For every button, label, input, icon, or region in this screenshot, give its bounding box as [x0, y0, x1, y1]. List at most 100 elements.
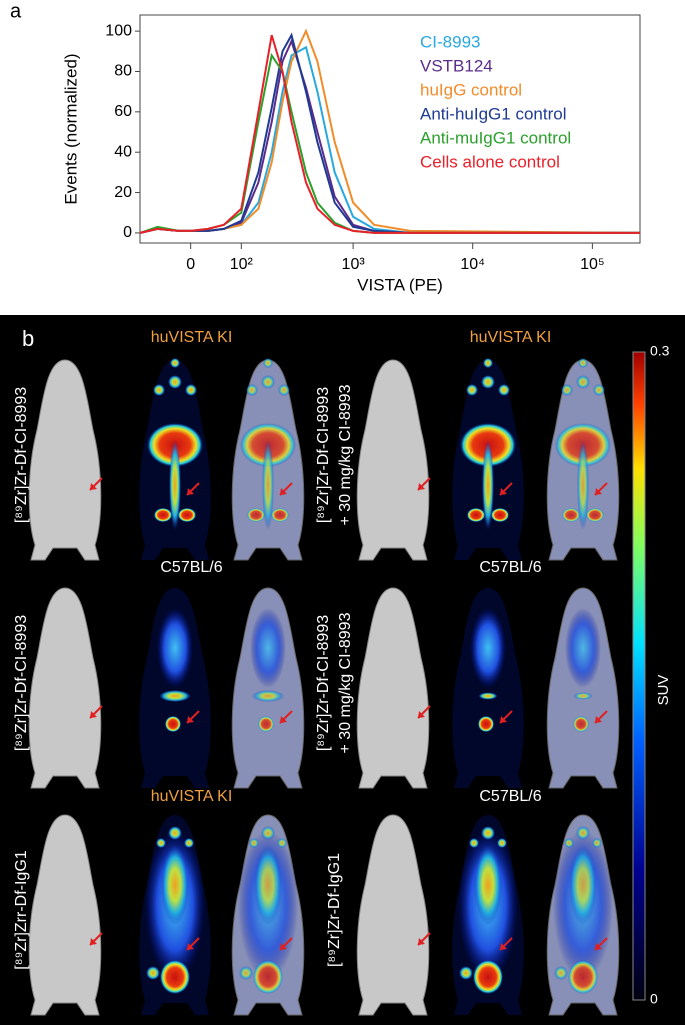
uptake [160, 960, 190, 994]
uptake [569, 845, 597, 925]
uptake [156, 838, 166, 848]
uptake [157, 608, 193, 688]
uptake [252, 690, 284, 702]
uptake [168, 826, 182, 840]
panel-label: b [22, 326, 34, 351]
uptake [576, 375, 590, 389]
tracer-label: [⁸⁹Zr]Zr-Df-CI-8993 [13, 615, 30, 751]
uptake [573, 716, 589, 732]
uptake [258, 716, 274, 732]
arrow-head [280, 716, 287, 723]
x-tick-label: 10³ [342, 256, 366, 273]
uptake [154, 508, 172, 522]
uptake [168, 375, 182, 389]
arrow-head [418, 938, 425, 945]
y-tick-label: 20 [114, 184, 132, 201]
group-heading: C57BL/6 [479, 559, 541, 576]
legend-entry: huIgG control [420, 80, 522, 99]
uptake [577, 440, 589, 530]
uptake [247, 508, 265, 522]
arrow-head [595, 716, 602, 723]
uptake [254, 845, 282, 925]
uptake [278, 384, 290, 396]
colorbar-label: SUV [655, 675, 672, 706]
arrow-head [500, 716, 507, 723]
uptake [491, 508, 509, 522]
arrow-head [90, 938, 97, 945]
uptake [554, 966, 568, 980]
uptake [153, 384, 165, 396]
uptake [262, 440, 274, 530]
ct-mouse [28, 587, 102, 789]
y-tick-label: 40 [114, 143, 132, 160]
uptake [246, 384, 258, 396]
arrow-head [90, 711, 97, 718]
legend-entry: Cells alone control [420, 152, 560, 171]
uptake [159, 690, 191, 702]
uptake [178, 508, 196, 522]
arrow-head [90, 483, 97, 490]
uptake [277, 838, 287, 848]
x-tick-label: 10⁴ [460, 256, 485, 273]
group-heading: C57BL/6 [160, 559, 222, 576]
uptake [185, 384, 197, 396]
group-heading: huVISTA KI [151, 788, 233, 805]
uptake [497, 838, 507, 848]
uptake [474, 845, 502, 925]
uptake [253, 960, 283, 994]
uptake [568, 960, 598, 994]
uptake [261, 826, 275, 840]
uptake [170, 358, 180, 368]
arrow-head [595, 488, 602, 495]
arrow-head [500, 488, 507, 495]
uptake [459, 966, 473, 980]
legend-entry: CI-8993 [420, 32, 480, 51]
uptake [576, 826, 590, 840]
tracer-label: [⁸⁹Zr]Zr-Df-CI-8993 [13, 387, 30, 523]
uptake [483, 358, 493, 368]
uptake [473, 960, 503, 994]
group-heading: C57BL/6 [479, 788, 541, 805]
x-tick-label: 10² [230, 256, 254, 273]
arrow-head [187, 488, 194, 495]
ct-mouse [28, 359, 102, 561]
uptake [466, 384, 478, 396]
uptake [161, 845, 189, 925]
arrow-head [595, 943, 602, 950]
arrow-head [280, 488, 287, 495]
colorbar-tick-label: 0.3 [650, 343, 670, 359]
uptake [573, 692, 593, 700]
tracer-label: + 30 mg/kg CI-8993 [337, 384, 354, 525]
tracer-label: [⁸⁹Zr]Zrr-Df-IgG1 [13, 850, 30, 969]
histogram-line [139, 34, 640, 234]
uptake [482, 440, 494, 530]
uptake [467, 508, 485, 522]
uptake [239, 966, 253, 980]
uptake [481, 826, 495, 840]
arrow-head [187, 716, 194, 723]
arrow-head [280, 943, 287, 950]
uptake [561, 384, 573, 396]
arrow-head [418, 483, 425, 490]
uptake [271, 508, 289, 522]
y-tick-label: 80 [114, 63, 132, 80]
uptake [592, 838, 602, 848]
uptake [593, 384, 605, 396]
y-tick-label: 0 [123, 224, 132, 241]
uptake [481, 375, 495, 389]
uptake [469, 838, 479, 848]
ct-mouse [356, 814, 430, 1016]
arrow-head [500, 943, 507, 950]
uptake [478, 692, 498, 700]
uptake [263, 358, 273, 368]
ct-mouse [356, 359, 430, 561]
tracer-label: + 30 mg/kg CI-8993 [337, 612, 354, 753]
plot-frame [139, 14, 641, 244]
uptake [478, 716, 494, 732]
uptake [249, 838, 259, 848]
group-heading: huVISTA KI [151, 329, 233, 346]
x-tick-label: 0 [186, 256, 195, 273]
legend-entry: VSTB124 [420, 56, 493, 75]
arrow-head [187, 943, 194, 950]
